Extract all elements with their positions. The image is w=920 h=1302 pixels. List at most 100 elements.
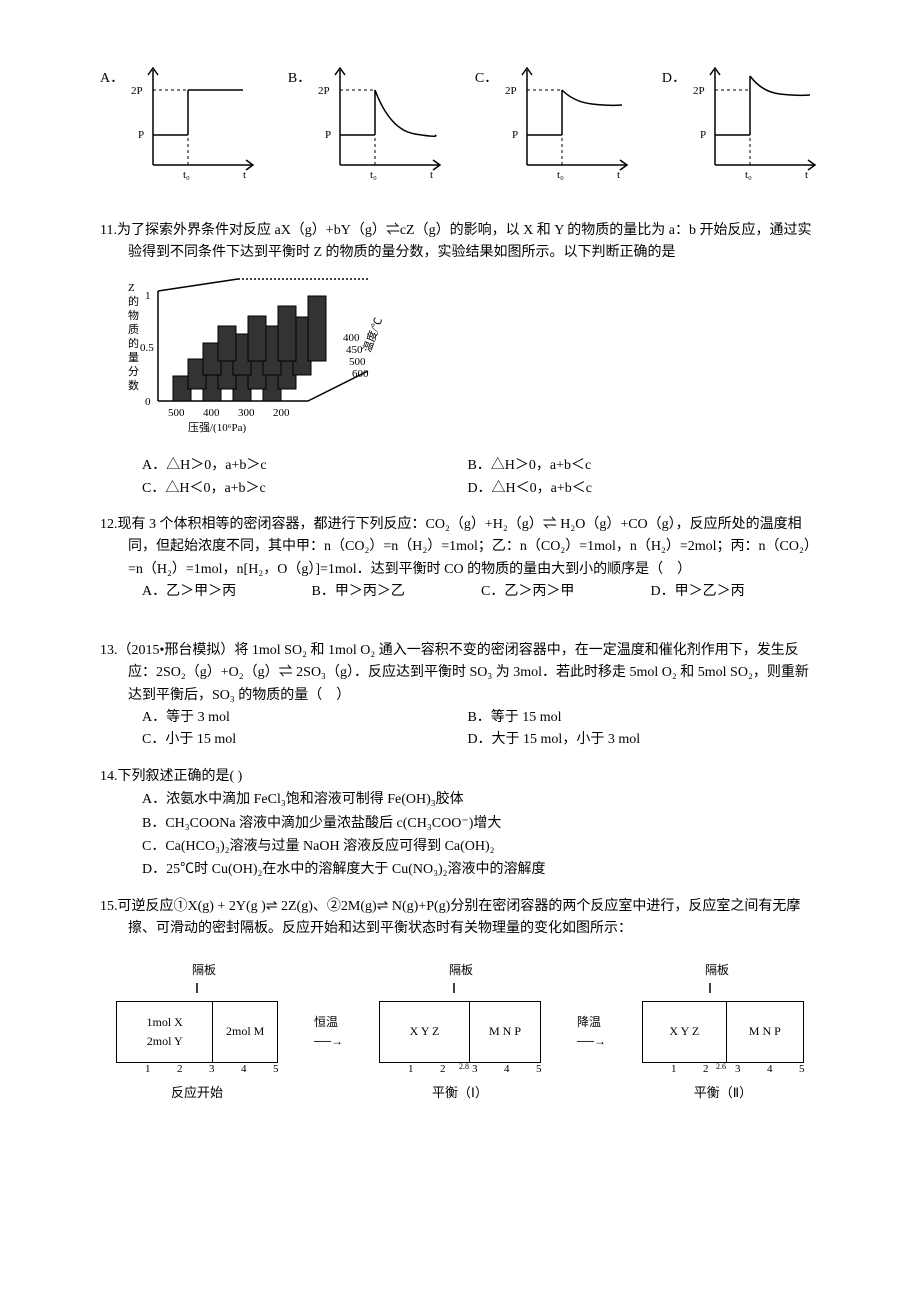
box1-caption: 反应开始 bbox=[116, 1083, 278, 1104]
svg-text:300: 300 bbox=[238, 407, 255, 419]
svg-text:2P: 2P bbox=[131, 85, 143, 97]
q11-option-a: A．△H＞0，a+b＞c bbox=[142, 455, 467, 477]
svg-text:1: 1 bbox=[145, 290, 151, 302]
q11-body: 为了探索外界条件对反应 aX（g）+bY（g）⇌cZ（g）的影响，以 X 和 Y… bbox=[117, 223, 812, 260]
top-charts-row: A． 2P P t₀ t B． 2P P bbox=[100, 60, 820, 190]
q15-box1: 隔板 1mol X 2mol Y 2mol M 1 2 3 4 5 反应开始 bbox=[116, 961, 278, 1104]
q12-option-b: B．甲＞丙＞乙 bbox=[312, 581, 482, 603]
arrow-1: 恒温──→ bbox=[314, 1013, 343, 1051]
q13-option-d: D．大于 15 mol，小于 3 mol bbox=[467, 729, 792, 751]
chart-d-svg: 2P P t₀ t bbox=[690, 60, 820, 190]
q11-option-b: B．△H＞0，a+b＜c bbox=[467, 455, 792, 477]
q12-body: 现有 3 个体积相等的密闭容器，都进行下列反应：CO₂（g）+H₂（g）⇌ H₂… bbox=[118, 517, 818, 577]
svg-text:的: 的 bbox=[128, 336, 139, 350]
q13-options: A．等于 3 molB．等于 15 mol C．小于 15 molD．大于 15… bbox=[100, 707, 820, 752]
chart-c-label: C． bbox=[475, 60, 498, 90]
q12-number: 12. bbox=[100, 517, 118, 532]
svg-text:t₀: t₀ bbox=[557, 169, 564, 181]
chart-a-label: A． bbox=[100, 60, 124, 90]
svg-text:t: t bbox=[805, 169, 808, 181]
q14-option-d: D．25℃时 Cu(OH)₂在水中的溶解度大于 Cu(NO₃)₂溶液中的溶解度 bbox=[142, 859, 820, 881]
chart-c-svg: 2P P t₀ t bbox=[502, 60, 632, 190]
q11-options: A．△H＞0，a+b＞cB．△H＞0，a+b＜c C．△H＜0，a+b＞cD．△… bbox=[100, 455, 820, 500]
svg-text:t₀: t₀ bbox=[745, 169, 752, 181]
svg-text:t₀: t₀ bbox=[370, 169, 377, 181]
q12-text: 12.现有 3 个体积相等的密闭容器，都进行下列反应：CO₂（g）+H₂（g）⇌… bbox=[100, 514, 820, 581]
q13-number: 13. bbox=[100, 643, 118, 658]
q12-option-d: D．甲＞乙＞丙 bbox=[651, 581, 821, 603]
svg-text:Z: Z bbox=[128, 282, 135, 294]
chart-b-svg: 2P P t₀ t bbox=[315, 60, 445, 190]
box3-left: X Y Z bbox=[643, 1002, 727, 1062]
question-15: 15.可逆反应①X(g) + 2Y(g )⇌ 2Z(g)、②2M(g)⇌ N(g… bbox=[100, 896, 820, 1104]
chart-a: A． 2P P t₀ t bbox=[100, 60, 258, 190]
svg-text:数: 数 bbox=[128, 379, 139, 392]
q13-option-c: C．小于 15 mol bbox=[142, 729, 467, 751]
box3-caption: 平衡（Ⅱ） bbox=[642, 1083, 804, 1104]
svg-text:2P: 2P bbox=[505, 85, 517, 97]
svg-text:400: 400 bbox=[343, 332, 360, 344]
svg-text:200: 200 bbox=[273, 407, 290, 419]
box3-right: M N P bbox=[727, 1002, 803, 1062]
q11-text: 11.为了探索外界条件对反应 aX（g）+bY（g）⇌cZ（g）的影响，以 X … bbox=[100, 220, 820, 265]
svg-text:600: 600 bbox=[352, 368, 369, 380]
q12-option-a: A．乙＞甲＞丙 bbox=[142, 581, 312, 603]
svg-text:t: t bbox=[243, 169, 246, 181]
svg-text:温度/℃: 温度/℃ bbox=[360, 315, 385, 354]
q14-number: 14. bbox=[100, 769, 118, 784]
chart-d: D． 2P P t₀ t bbox=[662, 60, 820, 190]
svg-text:P: P bbox=[325, 129, 331, 141]
box1-left: 1mol X 2mol Y bbox=[117, 1002, 213, 1062]
q14-option-c: C．Ca(HCO₃)₂溶液与过量 NaOH 溶液反应可得到 Ca(OH)₂ bbox=[142, 836, 820, 858]
svg-text:500: 500 bbox=[349, 356, 366, 368]
question-12: 12.现有 3 个体积相等的密闭容器，都进行下列反应：CO₂（g）+H₂（g）⇌… bbox=[100, 514, 820, 604]
q15-body: 可逆反应①X(g) + 2Y(g )⇌ 2Z(g)、②2M(g)⇌ N(g)+P… bbox=[118, 899, 801, 936]
chart-a-svg: 2P P t₀ t bbox=[128, 60, 258, 190]
chart-c: C． 2P P t₀ t bbox=[475, 60, 632, 190]
chart-d-label: D． bbox=[662, 60, 686, 90]
q11-option-c: C．△H＜0，a+b＞c bbox=[142, 478, 467, 500]
svg-text:的: 的 bbox=[128, 294, 139, 308]
q15-box2: 隔板 X Y Z M N P 1 2 2.8 3 4 5 平衡（Ⅰ） bbox=[379, 961, 541, 1104]
svg-text:压强/(10⁶Pa): 压强/(10⁶Pa) bbox=[188, 421, 247, 434]
box1-right: 2mol M bbox=[213, 1002, 277, 1062]
box2-left: X Y Z bbox=[380, 1002, 470, 1062]
divider-label-2: 隔板 bbox=[449, 963, 473, 977]
q15-text: 15.可逆反应①X(g) + 2Y(g )⇌ 2Z(g)、②2M(g)⇌ N(g… bbox=[100, 896, 820, 941]
box2-right: M N P bbox=[470, 1002, 540, 1062]
svg-text:P: P bbox=[700, 129, 706, 141]
q13-text: 13.（2015•邢台模拟）将 1mol SO₂ 和 1mol O₂ 通入一容积… bbox=[100, 640, 820, 707]
svg-text:t: t bbox=[617, 169, 620, 181]
svg-text:0.5: 0.5 bbox=[140, 342, 154, 354]
chart-b: B． 2P P t₀ t bbox=[288, 60, 445, 190]
q11-chart: Z的物质的量分数 0 0.5 1 500 400 300 200 压强/(10 bbox=[128, 271, 820, 449]
q12-options: A．乙＞甲＞丙 B．甲＞丙＞乙 C．乙＞丙＞甲 D．甲＞乙＞丙 bbox=[100, 581, 820, 603]
question-11: 11.为了探索外界条件对反应 aX（g）+bY（g）⇌cZ（g）的影响，以 X … bbox=[100, 220, 820, 500]
svg-text:量: 量 bbox=[128, 351, 139, 364]
svg-text:P: P bbox=[512, 129, 518, 141]
q14-option-b: B．CH₃COONa 溶液中滴加少量浓盐酸后 c(CH₃COO⁻)增大 bbox=[142, 813, 820, 835]
svg-text:2P: 2P bbox=[693, 85, 705, 97]
q14-text: 14.下列叙述正确的是( ) bbox=[100, 766, 820, 788]
svg-text:物: 物 bbox=[128, 308, 139, 322]
svg-text:t₀: t₀ bbox=[183, 169, 190, 181]
svg-text:t: t bbox=[430, 169, 433, 181]
divider-label-1: 隔板 bbox=[192, 963, 216, 977]
chart-b-label: B． bbox=[288, 60, 311, 90]
svg-text:0: 0 bbox=[145, 396, 151, 408]
svg-text:分: 分 bbox=[128, 365, 139, 378]
question-14: 14.下列叙述正确的是( ) A．浓氨水中滴加 FeCl₃饱和溶液可制得 Fe(… bbox=[100, 766, 820, 882]
q15-box3: 隔板 X Y Z M N P 1 2 2.6 3 4 5 平衡（Ⅱ） bbox=[642, 961, 804, 1104]
svg-text:400: 400 bbox=[203, 407, 220, 419]
divider-label-3: 隔板 bbox=[705, 963, 729, 977]
q13-option-a: A．等于 3 mol bbox=[142, 707, 467, 729]
svg-text:P: P bbox=[138, 129, 144, 141]
q13-option-b: B．等于 15 mol bbox=[467, 707, 792, 729]
q11-chart-svg: Z的物质的量分数 0 0.5 1 500 400 300 200 压强/(10 bbox=[128, 271, 388, 441]
arrow-2: 降温──→ bbox=[577, 1013, 606, 1051]
q11-number: 11. bbox=[100, 223, 117, 238]
q14-option-a: A．浓氨水中滴加 FeCl₃饱和溶液可制得 Fe(OH)₃胶体 bbox=[142, 789, 820, 811]
q15-diagram: 隔板 1mol X 2mol Y 2mol M 1 2 3 4 5 反应开始 恒… bbox=[100, 961, 820, 1104]
q12-option-c: C．乙＞丙＞甲 bbox=[481, 581, 651, 603]
q15-number: 15. bbox=[100, 899, 118, 914]
